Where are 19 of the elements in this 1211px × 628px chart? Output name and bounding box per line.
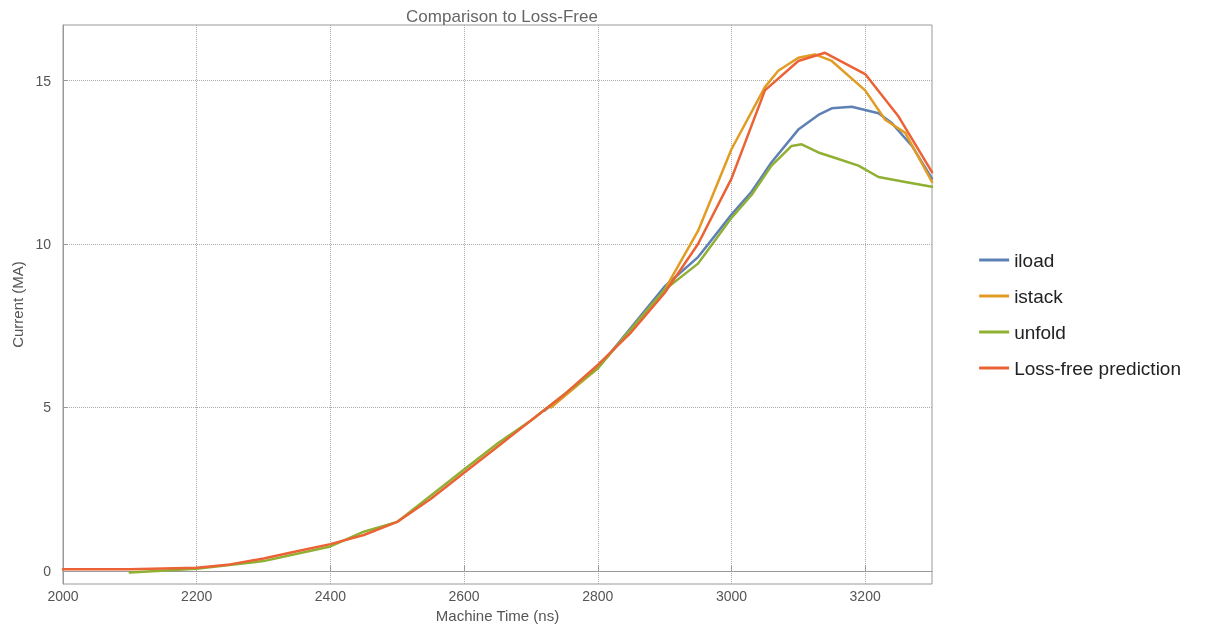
chart-title: Comparison to Loss-Free (406, 7, 598, 26)
x-tick-label: 3200 (849, 588, 881, 604)
x-tick-label: 2200 (181, 588, 213, 604)
y-axis-title: Current (MA) (8, 261, 26, 348)
y-tick-label: 15 (35, 72, 52, 89)
legend-label: unfold (1014, 321, 1066, 343)
y-tick-label: 10 (35, 236, 52, 253)
x-tick-label: 2600 (448, 588, 480, 604)
line-series (61, 51, 934, 571)
x-tick-label: 2000 (47, 588, 79, 604)
x-axis-title: Machine Time (ns) (435, 607, 560, 624)
legend-label: Loss-free prediction (1014, 357, 1182, 379)
legend-label: istack (1014, 285, 1064, 307)
legend-label: iload (1014, 249, 1055, 271)
y-tick-label: 5 (43, 399, 52, 416)
x-tick-label: 2800 (582, 588, 614, 604)
x-tick-label: 3000 (715, 588, 748, 604)
x-tick-label: 2400 (314, 588, 347, 604)
y-tick-label: 0 (43, 562, 52, 579)
